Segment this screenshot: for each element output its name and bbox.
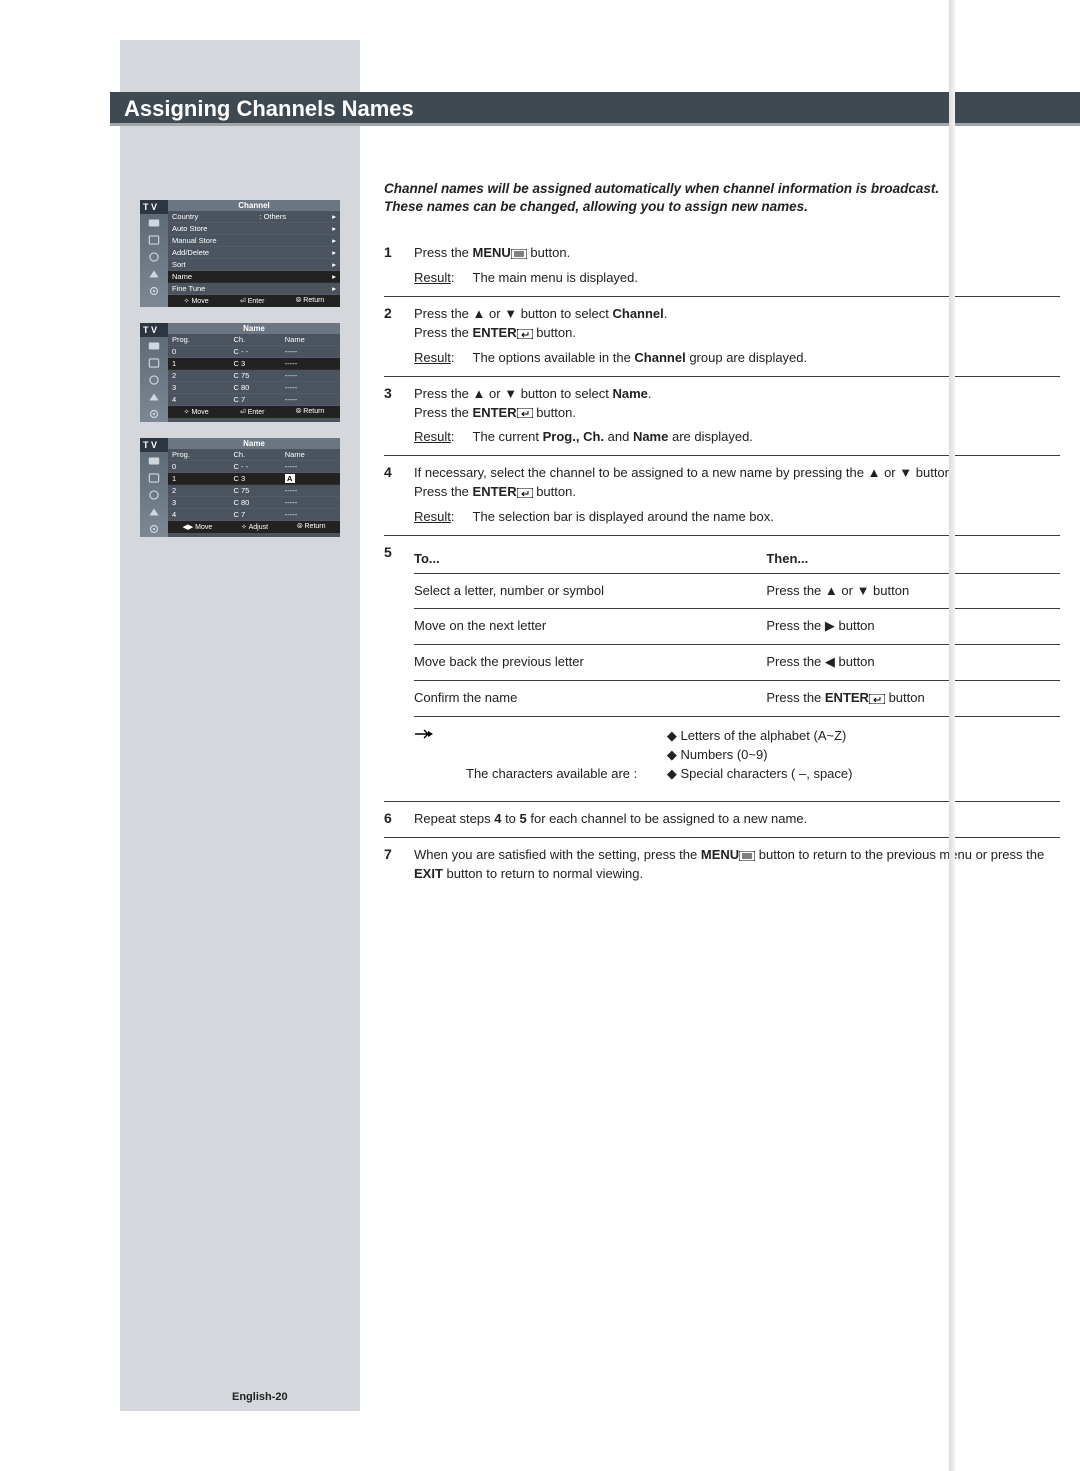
step-3: 3 Press the ▲ or ▼ button to select Name… — [384, 377, 1060, 457]
osd-name-list: T V Name Prog.Ch.Name 0C - ------ 1C 3--… — [140, 323, 340, 422]
table-row: Select a letter, number or symbol Press … — [414, 573, 1060, 609]
page-edge-shadow — [949, 0, 955, 1471]
osd1-finetune: Fine Tune — [172, 284, 332, 293]
intro-line2: These names can be changed, allowing you… — [384, 199, 808, 214]
note-lead: The characters available are : — [466, 766, 637, 781]
col-to: To... — [414, 546, 766, 573]
manual-page: T V Channel Country: Others▸ Auto Store▸… — [0, 0, 1080, 1471]
note-block: The characters available are : Letters o… — [414, 717, 1060, 794]
osd-channel-menu: T V Channel Country: Others▸ Auto Store▸… — [140, 200, 340, 307]
osd1-country-label: Country — [172, 212, 259, 221]
step-4-num: 4 — [384, 464, 414, 527]
step-5: 5 To...Then... Select a letter, number o… — [384, 536, 1060, 802]
page-number: English-20 — [232, 1391, 288, 1403]
picture-icon — [140, 354, 168, 371]
setup-icon — [140, 520, 168, 537]
sound-icon — [140, 486, 168, 503]
note-icon — [414, 727, 434, 747]
note-item: Numbers (0~9) — [667, 746, 853, 765]
osd3-footer: ◀▶ Move ✧ Adjust ⦾ Return — [168, 521, 340, 533]
osd-name-edit: T V Name Prog.Ch.Name 0C - ------ 1C 3A … — [140, 438, 340, 537]
osd1-foot-return: ⦾ Return — [296, 297, 325, 305]
col-then: Then... — [766, 546, 1060, 573]
note-item: Special characters ( –, space) — [667, 765, 853, 784]
osd1-autostore: Auto Store — [172, 224, 332, 233]
osd2-footer: ✧ Move ⏎ Enter ⦾ Return — [168, 406, 340, 418]
page-title: Assigning Channels Names — [110, 92, 1080, 126]
result-label: Result — [414, 270, 451, 285]
picture-icon — [140, 231, 168, 248]
osd2-col-name: Name — [285, 335, 336, 344]
intro-text: Channel names will be assigned automatic… — [384, 180, 1060, 216]
intro-line1: Channel names will be assigned automatic… — [384, 181, 939, 196]
enter-button-icon — [517, 488, 533, 498]
osd3-name-input: A — [285, 474, 295, 483]
osd1-foot-enter: ⏎ Enter — [240, 297, 265, 305]
osd1-tv-label: T V — [140, 200, 168, 214]
step-6: 6 Repeat steps 4 to 5 for each channel t… — [384, 801, 1060, 838]
step-2-num: 2 — [384, 305, 414, 368]
osd1-adddelete: Add/Delete — [172, 248, 332, 257]
arrow-right-icon: ▸ — [332, 212, 336, 221]
setup-icon — [140, 405, 168, 422]
menu-button-icon — [739, 851, 755, 861]
down-icon: ▼ — [504, 306, 517, 321]
osd1-sidebar: T V — [140, 200, 168, 307]
tv-icon — [140, 337, 168, 354]
step-list: 1 Press the MENU button. Result: The mai… — [384, 236, 1060, 892]
osd2-sidebar: T V — [140, 323, 168, 422]
step-2: 2 Press the ▲ or ▼ button to select Chan… — [384, 297, 1060, 377]
left-icon: ◀ — [825, 654, 835, 669]
osd1-manualstore: Manual Store — [172, 236, 332, 245]
enter-button-icon — [869, 694, 885, 704]
step-6-num: 6 — [384, 810, 414, 829]
table-row: Move back the previous letter Press the … — [414, 645, 1060, 681]
step-1-num: 1 — [384, 244, 414, 288]
channel-icon — [140, 503, 168, 520]
enter-button-icon — [517, 329, 533, 339]
osd2-col-prog: Prog. — [172, 335, 234, 344]
step-5-table: To...Then... Select a letter, number or … — [414, 546, 1060, 717]
sound-icon — [140, 248, 168, 265]
title-bar: Assigning Channels Names — [110, 92, 1080, 126]
osd2-tv-label: T V — [140, 323, 168, 337]
osd3-header: Name — [168, 438, 340, 449]
step-5-num: 5 — [384, 544, 414, 794]
tv-icon — [140, 452, 168, 469]
step-7-num: 7 — [384, 846, 414, 884]
enter-button-icon — [517, 408, 533, 418]
osd3-sidebar: T V — [140, 438, 168, 537]
osd2-col-ch: Ch. — [234, 335, 285, 344]
note-item: Letters of the alphabet (A~Z) — [667, 727, 853, 746]
osd1-sort: Sort — [172, 260, 332, 269]
left-gray-panel: T V Channel Country: Others▸ Auto Store▸… — [120, 40, 360, 1411]
setup-icon — [140, 282, 168, 299]
menu-button-icon — [511, 249, 527, 259]
table-row: Confirm the name Press the ENTER button — [414, 681, 1060, 717]
step-1: 1 Press the MENU button. Result: The mai… — [384, 236, 1060, 297]
step-3-num: 3 — [384, 385, 414, 448]
osd1-footer: ✧ Move ⏎ Enter ⦾ Return — [168, 295, 340, 307]
table-row: Move on the next letter Press the ▶ butt… — [414, 609, 1060, 645]
osd2-header: Name — [168, 323, 340, 334]
channel-icon — [140, 265, 168, 282]
right-icon: ▶ — [825, 618, 835, 633]
osd1-country-value: : Others — [259, 212, 332, 221]
osd1-name-selected: Name — [172, 272, 332, 281]
tv-icon — [140, 214, 168, 231]
channel-icon — [140, 388, 168, 405]
sound-icon — [140, 371, 168, 388]
up-icon: ▲ — [473, 306, 486, 321]
picture-icon — [140, 469, 168, 486]
step-4: 4 If necessary, select the channel to be… — [384, 456, 1060, 536]
osd1-header: Channel — [168, 200, 340, 211]
osd3-tv-label: T V — [140, 438, 168, 452]
osd1-foot-move: ✧ Move — [184, 297, 209, 305]
main-content: Channel names will be assigned automatic… — [384, 180, 1060, 892]
step-7: 7 When you are satisfied with the settin… — [384, 838, 1060, 892]
